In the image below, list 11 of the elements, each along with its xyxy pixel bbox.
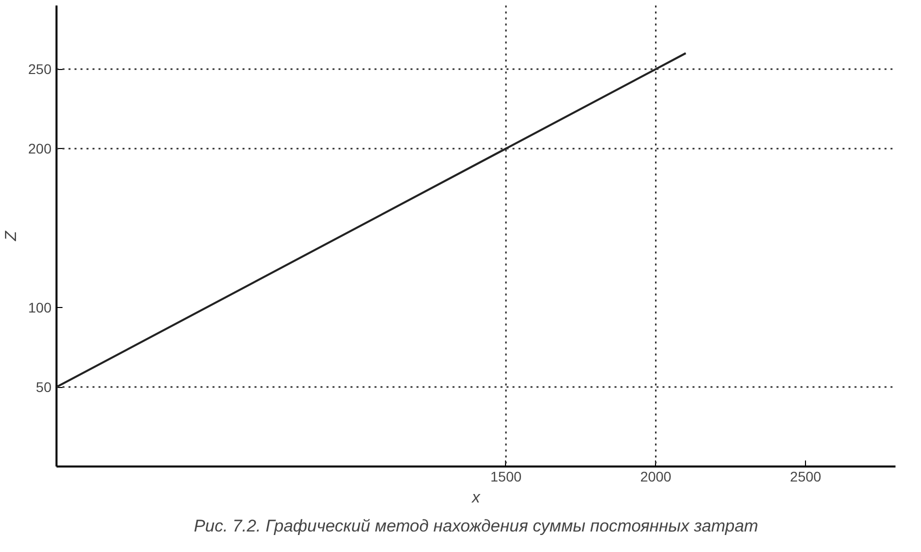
y-tick-label: 250	[28, 61, 52, 78]
x-tick-label: 2000	[640, 468, 672, 484]
y-axis-title: Z	[3, 230, 20, 242]
y-tick-label: 50	[36, 379, 52, 396]
line-series	[56, 52, 687, 388]
x-tick-label: 2500	[790, 468, 822, 484]
x-tick-label: 1500	[490, 468, 522, 484]
text: Рис. 7.2. Графический метод нахождения суммы постоянных затрат	[194, 516, 758, 536]
x-axis-title: x	[471, 490, 481, 506]
y-tick-label: 100	[28, 300, 52, 316]
y-tick-label: 200	[28, 140, 52, 157]
